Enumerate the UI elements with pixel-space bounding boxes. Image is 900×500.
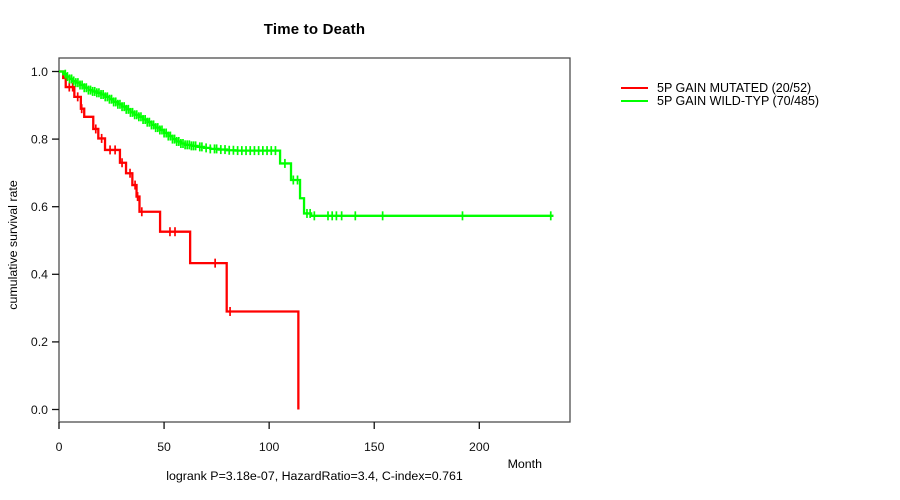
legend-item-wildtype: 5P GAIN WILD-TYP (70/485) — [621, 93, 820, 108]
stats-annotation: logrank P=3.18e-07, HazardRatio=3.4, C-i… — [166, 469, 463, 483]
legend: 5P GAIN MUTATED (20/52) 5P GAIN WILD-TYP… — [621, 80, 820, 108]
censor-ticks-wildtype — [64, 69, 552, 221]
legend-label-mutated: 5P GAIN MUTATED (20/52) — [657, 80, 812, 95]
x-tick-label: 50 — [157, 440, 171, 454]
y-tick-label: 0.8 — [31, 132, 48, 146]
x-tick-label: 100 — [259, 440, 280, 454]
y-tick-label: 0.2 — [31, 335, 48, 349]
x-tick-label: 150 — [364, 440, 385, 454]
x-tick-label: 200 — [469, 440, 490, 454]
chart-title: Time to Death — [263, 21, 366, 38]
y-tick-label: 0.0 — [31, 403, 48, 417]
legend-label-wildtype: 5P GAIN WILD-TYP (70/485) — [657, 93, 820, 108]
y-tick-label: 0.4 — [31, 268, 48, 282]
survival-curve-wildtype — [59, 70, 554, 217]
legend-line-wildtype-icon — [621, 99, 648, 102]
legend-line-mutated-icon — [621, 86, 648, 89]
x-tick-label: 0 — [56, 440, 63, 454]
censor-ticks-mutated — [68, 82, 231, 316]
survival-curve-mutated — [59, 70, 300, 410]
y-tick-label: 1.0 — [31, 65, 48, 79]
y-tick-label: 0.6 — [31, 200, 48, 214]
legend-item-mutated: 5P GAIN MUTATED (20/52) — [621, 80, 819, 95]
plot-border — [58, 57, 571, 423]
x-axis-label: Month — [507, 457, 542, 471]
